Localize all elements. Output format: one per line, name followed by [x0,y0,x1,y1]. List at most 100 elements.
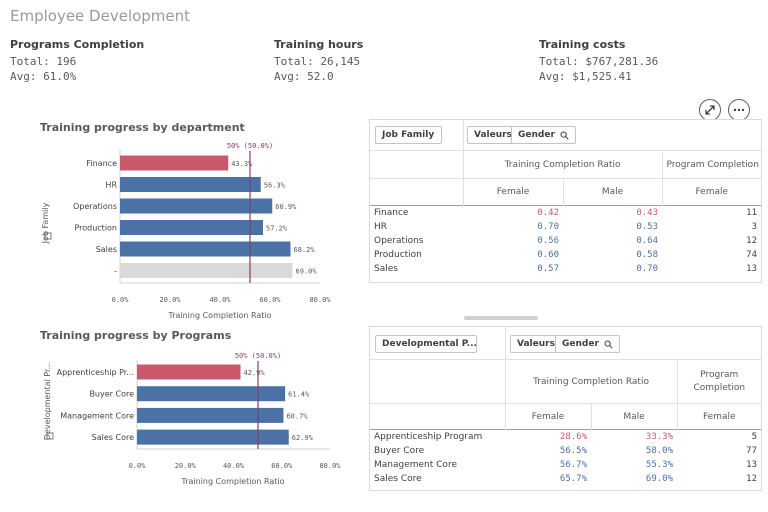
gender-dimension[interactable]: Gender [511,126,576,144]
more-options-button[interactable] [728,99,750,121]
chart1-value-label: 56.3% [264,182,286,190]
chart1-tick-label: 40.0% [209,296,231,304]
chart1-category-label[interactable]: Sales [96,245,117,254]
programs-bar-chart[interactable]: Developmental Pr... Apprenticeship Pr...… [0,345,350,495]
kpi-total: Total: 196 [10,55,77,68]
cell-female-ratio: 56.5% [559,445,587,456]
table-row[interactable]: Finance 0.42 0.43 11 [370,206,761,220]
kpi-programs-completion[interactable]: Programs Completion Total: 196 Avg: 61.0… [10,38,250,84]
chart1-tick-label: 80.0% [309,296,331,304]
pivot-table-programs[interactable]: Developmental P... Valeurs Gender Traini… [369,326,762,491]
kpi-title: Training costs [539,38,626,51]
expand-icon [705,105,715,115]
chart2-tick-label: 20.0% [175,462,197,470]
chart2-bar-2[interactable] [137,407,284,423]
gender-header: Female [676,403,762,430]
chart1-category-label[interactable]: HR [105,181,117,190]
subheader-row: Female Male Female [370,403,762,430]
chart1-bar-3[interactable] [120,220,263,235]
chart1-bar-1[interactable] [120,177,261,192]
gender-header: Female [661,178,762,206]
cell-female-ratio: 28.6% [559,431,587,442]
department-bar-chart[interactable]: Job Family Finance 43.3% HR 56.3% Operations… [0,135,350,325]
gender-header: Female [462,178,563,206]
chart2-tick-label: 80.0% [319,462,341,470]
chart1-category-label[interactable]: Production [74,224,117,233]
kpi-avg: Avg: 61.0% [10,70,77,83]
gender-header: Female [504,403,591,430]
cell-program-completion: 12 [746,235,758,246]
chart2-category-label[interactable]: Management Core [60,411,134,420]
fullscreen-button[interactable] [699,99,721,121]
cell-female-ratio: 0.60 [537,249,559,260]
cell-program-completion: 12 [746,473,758,484]
table-row[interactable]: Apprenticeship Program 28.6% 33.3% 5 [370,430,761,444]
cell-male-ratio: 0.53 [636,221,659,232]
row-label[interactable]: Sales Core [374,473,422,484]
chart1-bar-0[interactable] [120,155,229,171]
row-label[interactable]: Production [374,249,422,260]
subheader-row: Female Male Female [370,178,762,206]
kpi-training-costs[interactable]: Training costs Total: $767,281.36 Avg: $… [539,38,768,84]
table-row[interactable]: HR 0.70 0.53 3 [370,220,761,234]
row-label[interactable]: Sales [374,263,398,274]
row-label[interactable]: Apprenticeship Program [374,431,483,442]
filter-label: Developmental P... [382,339,477,349]
table-row[interactable]: Sales Core 65.7% 69.0% 12 [370,472,761,486]
chart2-category-label[interactable]: Apprenticeship Pr... [57,368,134,377]
gender-header: Male [562,178,663,206]
chart1-axis-ylabel-group: Job Family [41,202,50,244]
filter-label: Job Family [382,130,435,140]
measure-header-line2: Completion [693,382,746,393]
table-row[interactable]: Sales 0.57 0.70 13 [370,262,761,276]
cell-program-completion: 13 [746,263,758,274]
chart1-tick-label: 0.0% [112,296,130,304]
table-row[interactable]: Buyer Core 56.5% 58.0% 77 [370,444,761,458]
kpi-avg: Avg: 52.0 [274,70,334,83]
chart1-tick-label: 60.0% [259,296,281,304]
chart1-title: Training progress by department [40,121,245,134]
table-row[interactable]: Operations 0.56 0.64 12 [370,234,761,248]
pivot-table-job-family[interactable]: Job Family Valeurs Gender Training Compl… [369,119,762,283]
gender-dimension[interactable]: Gender [555,335,620,353]
chart2-tick-label: 0.0% [129,462,147,470]
chart1-bar-4[interactable] [120,241,291,257]
chart1-reference-label: 50% (50.0%) [227,142,273,150]
chart1-category-label[interactable]: Operations [73,202,117,211]
chart1-bar-2[interactable] [120,198,273,214]
dim-label: Valeurs [517,339,555,349]
chart1-value-label: 68.2% [294,246,316,254]
values-dimension[interactable]: Valeurs [467,126,519,144]
row-label[interactable]: Management Core [374,459,457,470]
kpi-training-hours[interactable]: Training hours Total: 26,145 Avg: 52.0 [274,38,514,84]
chart1-value-label: 57.2% [266,225,288,233]
chart2-bar-3[interactable] [137,429,289,445]
cell-program-completion: 74 [746,249,758,260]
chart2-category-label[interactable]: Sales Core [92,433,134,442]
row-label[interactable]: HR [374,221,388,232]
measure-header: Program Completion [676,359,762,404]
dim-label: Gender [518,130,555,140]
cell-male-ratio: 33.3% [645,431,674,442]
chart1-bar-5[interactable] [120,263,293,278]
chart2-category-label[interactable]: Buyer Core [89,390,134,399]
chart2-dim-icon [46,432,54,440]
table-row[interactable]: Production 0.60 0.58 74 [370,248,761,262]
chart1-category-label[interactable]: - [114,267,117,276]
chart2-bar-1[interactable] [137,386,286,402]
cell-program-completion: 13 [746,459,758,470]
table-row[interactable]: Management Core 56.7% 55.3% 13 [370,458,761,472]
job-family-filter[interactable]: Job Family [375,126,442,144]
row-label[interactable]: Operations [374,235,424,246]
developmental-program-filter[interactable]: Developmental P... [375,335,477,353]
chart1-category-label[interactable]: Finance [86,159,117,168]
chart2-axis-ylabel-group: Developmental Pr... [43,362,52,440]
page-title: Employee Development [10,7,191,25]
scrollbar-thumb[interactable] [464,316,538,320]
dim-label: Valeurs [474,130,512,140]
row-label[interactable]: Buyer Core [374,445,425,456]
row-label[interactable]: Finance [374,207,409,218]
chart2-value-label: 60.7% [286,412,308,420]
chart2-tick-label: 40.0% [223,462,245,470]
chart2-bar-0[interactable] [137,364,241,380]
